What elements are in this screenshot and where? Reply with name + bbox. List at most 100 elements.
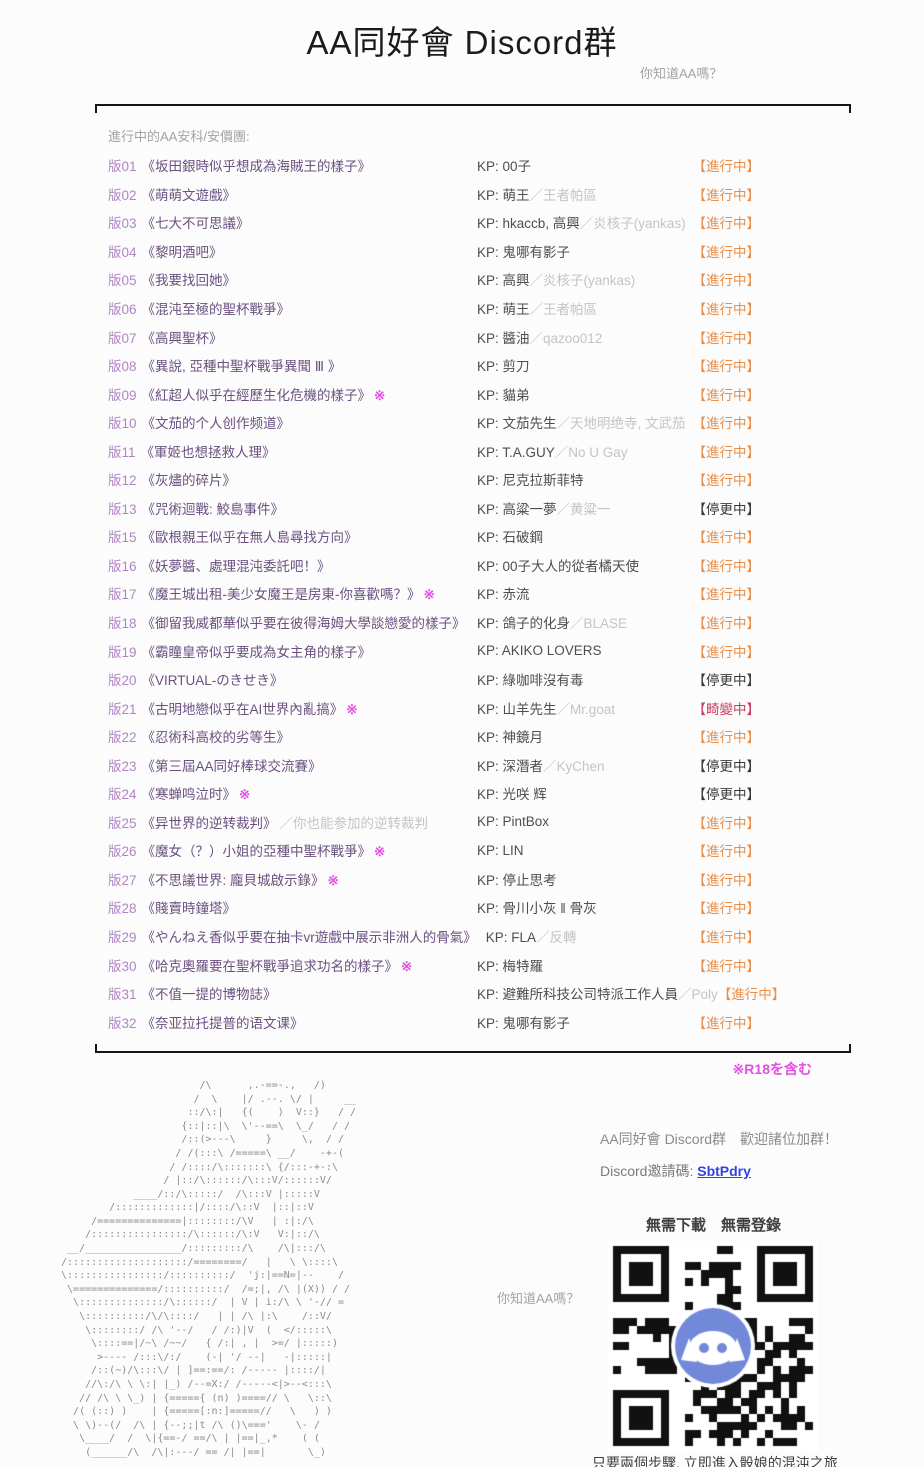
status-badge: 【進行中】: [692, 1015, 761, 1031]
thread-number: 版26: [108, 844, 137, 860]
thread-title-cell: 版20 《VIRTUAL-のきせき》: [108, 669, 477, 689]
table-row: 版03 《七大不可思議》 KP: hkaccb, 高興／炎核子(yankas) 【…: [95, 208, 851, 237]
status-cell: 【停更中】: [693, 783, 761, 803]
table-row: 版11 《軍姬也想拯救人理》 KP: T.A.GUY／No U Gay 【進行中】: [95, 436, 851, 465]
kp-name: KP: AKIKO LOVERS: [477, 643, 602, 659]
status-badge: 【進行中】: [692, 558, 761, 574]
thread-number: 版15: [108, 530, 137, 546]
kp-cell: KP: 鴿子的化身／BLASE: [477, 612, 627, 632]
kp-alias: ／BLASE: [570, 616, 628, 632]
kp-name: KP: 00子: [477, 159, 532, 175]
status-badge: 【進行中】: [692, 815, 761, 831]
kp-name: KP: 醬油: [477, 330, 530, 346]
kp-cell: KP: 骨川小灰 ‖ 骨灰: [477, 897, 597, 917]
table-row: 版23 《第三屆AA同好棒球交流賽》 KP: 深潛者／KyChen 【停更中】: [95, 750, 851, 779]
status-cell: 【進行中】: [693, 241, 761, 261]
kp-alias: ／王者帕區: [529, 302, 598, 317]
status-badge: 【進行中】: [692, 330, 761, 346]
status-cell: 【進行中】: [693, 384, 761, 404]
bottom-rule: [95, 1043, 851, 1053]
thread-title-cell: 版16 《妖夢醬、處理混沌委託吧！》: [108, 555, 477, 575]
kp-cell: KP: 貓弟: [477, 384, 530, 404]
status-cell: 【進行中】: [693, 926, 761, 946]
invite-code-link[interactable]: SbtPdry: [697, 1162, 751, 1179]
table-row: 版28 《賤賣時鐘塔》 KP: 骨川小灰 ‖ 骨灰 【進行中】: [95, 893, 851, 922]
r18-mark: ※: [327, 872, 339, 888]
status-badge: 【進行中】: [692, 844, 761, 860]
thread-number: 版25: [108, 815, 137, 831]
thread-title: 《七大不可思議》: [141, 216, 250, 232]
thread-title: 《黎明酒吧》: [141, 244, 223, 260]
thread-note: ／你也能参加的逆转裁判: [279, 815, 429, 831]
kp-alias: ／炎核子(yankas): [579, 216, 686, 232]
thread-number: 版04: [108, 244, 137, 260]
thread-title-cell: 版32 《奈亚拉托提普的语文课》: [108, 1012, 477, 1032]
thread-title: 《歐根親王似乎在無人島尋找方向》: [141, 530, 358, 546]
thread-title: 《咒術迴戰: 鮫島事件》: [141, 501, 285, 517]
thread-title-cell: 版29 《やんねえ香似乎要在抽卡vr遊戲中展示非洲人的骨氣》: [108, 926, 486, 946]
kp-name: KP: 鬼哪有影子: [477, 244, 571, 260]
thread-number: 版16: [108, 558, 137, 574]
invite-heading: AA同好會 Discord群 歡迎諸位加群！: [600, 1130, 839, 1147]
thread-title: 《混沌至極的聖杯戰爭》: [141, 302, 291, 317]
kp-cell: KP: 鬼哪有影子: [477, 241, 570, 261]
qr-caption: 只要兩個步驟, 立即進入骰娘的混沌之旅: [592, 1454, 838, 1467]
table-row: 版20 《VIRTUAL-のきせき》 KP: 綠咖啡沒有毒 【停更中】: [95, 665, 851, 694]
kp-name: KP: 石破鋼: [477, 530, 544, 546]
kp-cell: KP: 石破鋼: [477, 526, 543, 546]
thread-title-cell: 版30 《哈克奧羅要在聖杯戰爭追求功名的樣子》 ※: [108, 955, 477, 975]
table-row: 版29 《やんねえ香似乎要在抽卡vr遊戲中展示非洲人的骨氣》 KP: FLA／反轉…: [95, 922, 851, 951]
thread-number: 版22: [108, 730, 137, 746]
r18-mark: ※: [374, 387, 386, 403]
kp-cell: KP: 萌王／王者帕區: [477, 298, 597, 318]
kp-cell: KP: 剪刀: [477, 355, 530, 375]
thread-number: 版12: [108, 473, 137, 489]
kp-name: KP: 避難所科技公司特派工作人員: [477, 987, 679, 1003]
status-cell: 【停更中】: [693, 669, 761, 689]
thread-number: 版07: [108, 330, 137, 346]
thread-title: 《やんねえ香似乎要在抽卡vr遊戲中展示非洲人的骨氣》: [141, 930, 477, 946]
thread-number: 版05: [108, 273, 137, 289]
kp-name: KP: 光咲 辉: [477, 787, 547, 803]
thread-title-cell: 版15 《歐根親王似乎在無人島尋找方向》: [108, 526, 477, 546]
thread-title-cell: 版05 《我要找回她》: [108, 269, 477, 289]
kp-cell: KP: 綠咖啡沒有毒: [477, 669, 584, 689]
r18-mark: ※: [239, 787, 251, 803]
status-badge: 【進行中】: [692, 872, 761, 888]
thread-title: 《哈克奧羅要在聖杯戰爭追求功名的樣子》: [141, 958, 399, 974]
status-cell: 【進行中】: [693, 812, 761, 832]
kp-name: KP: 貓弟: [477, 387, 530, 403]
thread-title: 《異說, 亞種中聖杯戰爭異聞 Ⅲ 》: [141, 359, 342, 375]
thread-number: 版06: [108, 302, 137, 317]
thread-title-cell: 版26 《魔女（？）小姐的亞種中聖杯戰爭》 ※: [108, 840, 477, 860]
thread-number: 版31: [108, 987, 137, 1003]
kp-cell: KP: 梅特羅: [477, 955, 543, 975]
kp-cell: KP: PintBox: [477, 814, 549, 829]
thread-title: 《灰燼的碎片》: [141, 473, 237, 489]
status-badge: 【進行中】: [692, 530, 761, 546]
kp-name: KP: 骨川小灰 ‖ 骨灰: [477, 901, 597, 917]
thread-title-cell: 版28 《賤賣時鐘塔》: [108, 897, 477, 917]
list-header: 進行中的AA安科/安價團:: [108, 129, 250, 144]
thread-title-cell: 版18 《御留我威都華似乎要在彼得海姆大學談戀愛的樣子》: [108, 612, 477, 632]
kp-name: KP: 鬼哪有影子: [477, 1015, 571, 1031]
kp-cell: KP: 停止思考: [477, 869, 557, 889]
kp-cell: KP: 00子大人的從者橘天使: [477, 555, 639, 575]
thread-number: 版19: [108, 644, 137, 660]
page-subtitle: 你知道AA嗎？: [640, 66, 723, 81]
thread-title: 《坂田銀時似乎想成為海賊王的樣子》: [141, 159, 372, 175]
table-row: 版18 《御留我威都華似乎要在彼得海姆大學談戀愛的樣子》 KP: 鴿子的化身／BL…: [95, 608, 851, 637]
status-badge: 【進行中】: [692, 616, 761, 632]
status-cell: 【進行中】: [693, 641, 761, 661]
kp-cell: KP: 00子: [477, 155, 531, 175]
thread-title: 《魔女（？）小姐的亞種中聖杯戰爭》: [141, 844, 372, 860]
kp-name: KP: 高興: [477, 273, 530, 289]
thread-title-cell: 版31 《不值一提的博物誌》: [108, 983, 477, 1003]
table-row: 版08 《異說, 亞種中聖杯戰爭異聞 Ⅲ 》 KP: 剪刀 【進行中】: [95, 351, 851, 380]
thread-title-cell: 版22 《忍術科高校的劣等生》: [108, 726, 477, 746]
status-cell: 【進行中】: [693, 526, 761, 546]
thread-title: 《VIRTUAL-のきせき》: [141, 673, 284, 689]
kp-alias: ／天地明绝寺, 文武茄: [556, 416, 686, 432]
kp-name: KP: 00子大人的從者橘天使: [477, 558, 640, 574]
kp-name: KP: 鴿子的化身: [477, 616, 571, 632]
